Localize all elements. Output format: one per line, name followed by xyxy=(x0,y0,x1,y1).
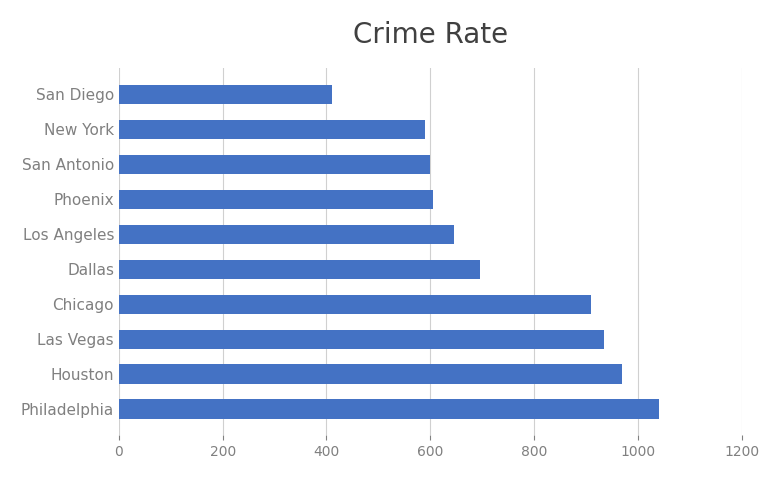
Bar xyxy=(119,329,604,349)
Bar xyxy=(119,84,332,104)
Bar xyxy=(119,364,622,384)
Bar xyxy=(119,295,591,314)
Bar xyxy=(119,260,480,279)
Bar xyxy=(119,190,433,209)
Bar xyxy=(119,225,454,244)
Bar xyxy=(119,155,431,174)
Title: Crime Rate: Crime Rate xyxy=(353,21,508,49)
Bar xyxy=(119,399,658,419)
Bar xyxy=(119,120,425,139)
